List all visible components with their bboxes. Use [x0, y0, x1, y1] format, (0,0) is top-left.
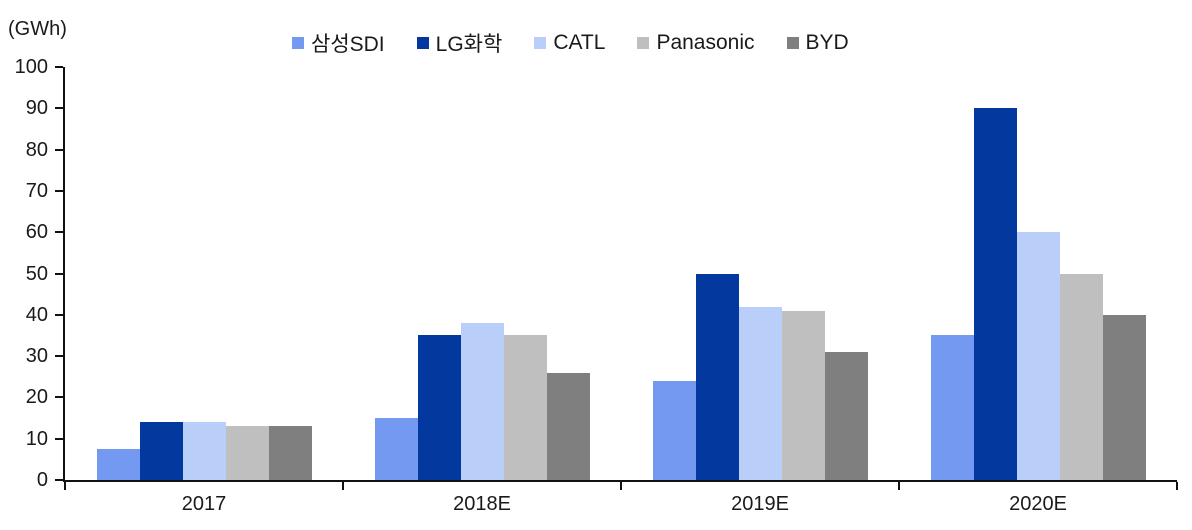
y-axis-tick — [55, 272, 63, 275]
legend-item: BYD — [786, 31, 849, 55]
legend-label: BYD — [805, 31, 849, 54]
bar — [930, 335, 974, 480]
bar — [225, 426, 269, 480]
bar — [182, 422, 226, 480]
y-axis-tick-label: 0 — [36, 469, 48, 491]
bar — [96, 449, 140, 480]
bar — [1102, 314, 1146, 480]
bar — [546, 372, 590, 480]
legend-item: LG화학 — [416, 28, 503, 58]
y-axis-tick — [55, 189, 63, 192]
x-axis-tick — [898, 482, 900, 490]
y-axis-tick — [55, 148, 63, 151]
bar — [417, 335, 461, 480]
legend-item: 삼성SDI — [292, 28, 385, 58]
x-axis-label: 2018E — [453, 493, 511, 515]
y-axis-tick-label: 100 — [14, 56, 48, 78]
x-axis-label: 2020E — [1009, 493, 1067, 515]
bar — [374, 418, 418, 480]
y-axis-tick — [55, 313, 63, 316]
bar — [1059, 273, 1103, 480]
bar-group — [899, 67, 1177, 480]
y-axis-tick — [55, 66, 63, 68]
y-axis-unit-label: (GWh) — [8, 18, 67, 40]
y-axis-tick-label: 30 — [25, 345, 48, 368]
y-axis-tick-label: 20 — [25, 386, 48, 409]
legend-swatch-icon — [637, 37, 650, 49]
bar-group — [621, 67, 899, 480]
bar-groups — [65, 67, 1177, 480]
bar-group — [65, 67, 343, 480]
bar — [268, 426, 312, 480]
plot-area: 0 10 20 30 40 50 60 70 80 90 100 2017 2018E 2019E 2020… — [15, 56, 1178, 515]
y-axis-tick — [55, 396, 63, 399]
y-axis-tick-label: 50 — [25, 262, 48, 285]
legend-label: LG화학 — [435, 33, 503, 56]
y-axis-tick — [55, 107, 63, 110]
legend-swatch-icon — [534, 37, 547, 49]
bar-group — [343, 67, 621, 480]
x-axis-label: 2017 — [181, 493, 227, 515]
legend-swatch-icon — [416, 37, 429, 49]
legend-swatch-icon — [786, 37, 799, 49]
legend: 삼성SDI LG화학 CATL Panasonic BYD — [292, 28, 849, 58]
y-axis-tick — [55, 479, 63, 481]
bar — [503, 335, 547, 480]
bar — [460, 323, 504, 480]
bar — [824, 351, 868, 480]
x-axis-tick — [620, 482, 622, 490]
bar — [781, 310, 825, 480]
y-axis-tick-label: 10 — [25, 427, 48, 450]
x-axis-tick — [1176, 482, 1178, 490]
legend-label: 삼성SDI — [311, 33, 385, 56]
bar — [738, 306, 782, 480]
x-axis-tick — [342, 482, 344, 490]
y-axis-tick — [55, 355, 63, 358]
bar — [1016, 232, 1060, 480]
y-axis-tick — [55, 437, 63, 440]
legend-label: CATL — [553, 31, 606, 54]
y-axis-tick-label: 70 — [25, 179, 48, 202]
bar — [695, 273, 739, 480]
legend-item: Panasonic — [637, 31, 755, 55]
y-axis-tick-label: 40 — [25, 303, 48, 326]
legend-swatch-icon — [292, 37, 304, 49]
x-axis-tick — [64, 482, 66, 490]
bar — [652, 380, 696, 480]
y-axis-tick-label: 80 — [25, 138, 48, 161]
legend-label: Panasonic — [656, 31, 755, 54]
y-axis-tick-label: 90 — [25, 97, 48, 120]
bar — [139, 422, 183, 480]
legend-item: CATL — [534, 31, 605, 55]
bar — [973, 108, 1017, 480]
x-axis-label: 2019E — [731, 493, 789, 515]
y-axis-tick — [55, 231, 63, 234]
y-axis-tick-label: 60 — [25, 221, 48, 244]
